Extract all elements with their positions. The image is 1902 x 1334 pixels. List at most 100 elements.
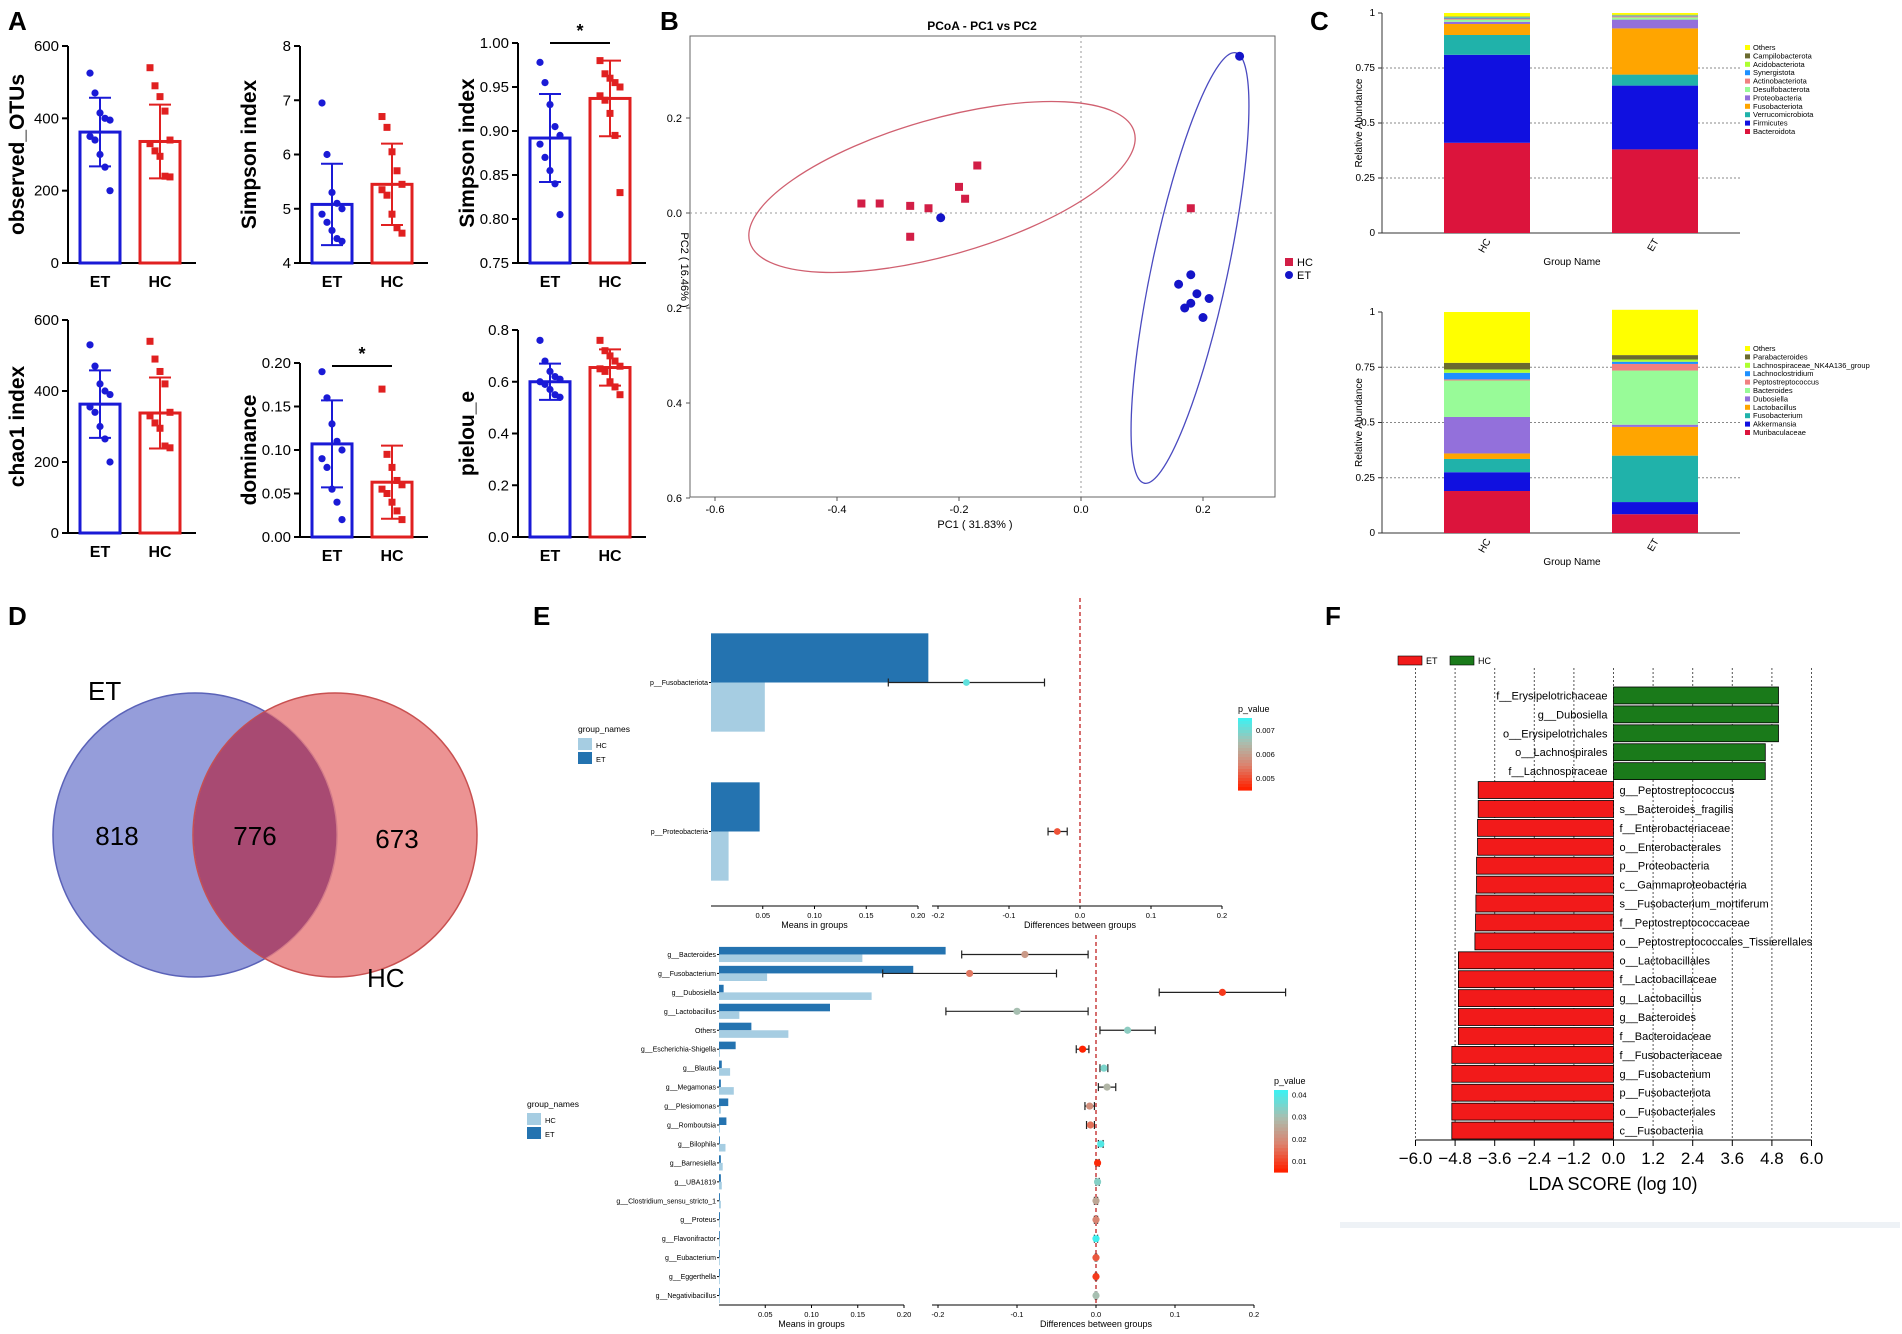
stamp-diff-point (966, 969, 974, 978)
stamp-right-x-label: Differences between groups (1024, 920, 1136, 930)
alpha-x-tick-label: ET (540, 274, 561, 291)
alpha-x-tick-label: HC (598, 548, 622, 565)
lda-bar-label: g__Fusobacterium (1620, 1069, 1711, 1081)
stamp-colorbar-title: p_value (1274, 1076, 1306, 1086)
stamp-bar-et (711, 782, 760, 832)
alpha-point-hc (606, 378, 614, 386)
alpha-point-hc (156, 93, 164, 101)
alpha-point-et (338, 516, 346, 524)
alpha-y-tick-label: 8 (283, 38, 291, 55)
stamp-colorbar-segment (1274, 1120, 1288, 1125)
stack-segment (1612, 502, 1698, 515)
alpha-point-hc (388, 148, 396, 156)
alpha-point-et (323, 394, 331, 402)
stamp-left-tick-label: 0.05 (758, 1310, 773, 1319)
lda-bar-label: o__Lachnospirales (1515, 747, 1608, 759)
stamp-category-label: g__Bilophila (678, 1141, 716, 1148)
stack-segment (1444, 380, 1530, 417)
stack-y-tick-label: 0 (1369, 528, 1375, 539)
alpha-point-et (323, 218, 331, 226)
alpha-point-et (556, 211, 564, 219)
stamp-bar-et (719, 1079, 721, 1088)
alpha-diversity-panel: 0 200 400 600 observed_OTUs ET HC 4 5 6 7 8 Simpson … (6, 21, 646, 565)
stack-segment (1444, 24, 1530, 35)
pcoa-y-label: PC2 ( 16.46% ) (678, 232, 690, 307)
stamp-category-label: g__Bacteroides (667, 952, 716, 959)
stack-legend-swatch (1745, 430, 1750, 435)
lda-bar-label: s__Bacteroides_fragilis (1620, 804, 1734, 816)
alpha-point-et (91, 408, 99, 416)
lda-bar-label: o__Fusobacteriales (1620, 1107, 1717, 1119)
stamp-bar-et (719, 1231, 720, 1239)
alpha-point-hc (596, 57, 604, 65)
pcoa-legend-label-hc: HC (1297, 257, 1313, 269)
lda-bar-label: p__Proteobacteria (1620, 861, 1711, 873)
pcoa-x-label: PC1 ( 31.83% ) (937, 519, 1012, 531)
venn-panel: ET HC 818 776 673 (52, 676, 478, 993)
lda-bar-et (1476, 875, 1614, 894)
alpha-point-hc (146, 64, 154, 72)
stack-legend-label: Bacteroidota (1753, 127, 1796, 136)
alpha-y-tick-label: 0.2 (488, 477, 509, 494)
stamp-colorbar-segment (1238, 772, 1252, 776)
alpha-point-hc (596, 336, 604, 344)
alpha-point-et (106, 458, 114, 466)
alpha-point-et (333, 437, 341, 445)
alpha-point-hc (596, 92, 604, 100)
stamp-colorbar-segment (1274, 1100, 1288, 1105)
panel-label-a: A (8, 6, 27, 36)
alpha-y-tick-label: 0.80 (480, 211, 509, 228)
lda-bar-label: f__Erysipelotrichaceae (1496, 690, 1607, 702)
stamp-bar-hc (719, 1106, 721, 1114)
stamp-left-tick-label: 0.15 (850, 1310, 865, 1319)
stamp-category-label: Others (695, 1028, 717, 1035)
stack-y-tick-label: 0.5 (1361, 118, 1375, 129)
alpha-point-et (101, 387, 109, 395)
stack-legend-label: Akkermansia (1753, 420, 1797, 429)
stamp-left-tick-label: 0.10 (807, 911, 822, 920)
alpha-y-tick-label: 0.90 (480, 123, 509, 140)
stamp-left-x-label: Means in groups (781, 920, 848, 930)
lda-bar-label: o__Peptostreptococcales_Tissierellales (1620, 936, 1813, 948)
alpha-point-et (86, 403, 94, 411)
stack-legend-label: Muribaculaceae (1753, 428, 1806, 437)
alpha-point-et (86, 132, 94, 141)
stack-legend-swatch (1745, 78, 1750, 84)
stack-segment (1612, 424, 1698, 427)
stack-x-tick-label: ET (1646, 537, 1662, 554)
stack-segment (1444, 312, 1530, 363)
stack-legend-label: Lactobacillus (1753, 403, 1797, 412)
stamp-phylum-panel: 0.05 0.10 0.15 0.20 -0.2 -0.1 0.0 0.1 0.2 Means i… (578, 598, 1275, 930)
alpha-y-tick-label: 600 (34, 312, 59, 329)
stamp-category-label: g__Flavonifractor (662, 1236, 717, 1243)
alpha-plot-2: 0.75 0.80 0.85 0.90 0.95 1.00 Simpson index ET H… (456, 21, 646, 291)
stack-segment (1444, 453, 1530, 459)
pcoa-point-et (936, 213, 946, 223)
stack-segment (1612, 426, 1698, 456)
alpha-point-hc (151, 147, 159, 155)
alpha-y-label: Simpson index (238, 80, 261, 230)
stamp-legend-label-hc: HC (545, 1116, 556, 1125)
alpha-point-hc (616, 189, 624, 197)
alpha-point-hc (606, 74, 614, 82)
stamp-right-tick-label: -0.1 (1003, 911, 1016, 920)
stamp-colorbar-segment (1238, 736, 1252, 740)
alpha-point-et (338, 446, 346, 454)
lda-x-tick-label: 2.4 (1681, 1149, 1705, 1168)
stack-segment (1444, 35, 1530, 55)
stamp-colorbar-segment (1238, 766, 1252, 770)
stamp-colorbar-tick-label: 0.005 (1256, 774, 1275, 783)
stamp-right-tick-label: 0.2 (1249, 1310, 1259, 1319)
stack-x-tick-label: HC (1477, 537, 1494, 555)
pcoa-point-hc (875, 199, 884, 208)
stamp-bar-et (711, 633, 929, 683)
stack-legend-label: Campilobacterota (1753, 51, 1813, 60)
lda-bar-et (1451, 1121, 1614, 1140)
stack-x-tick-label: ET (1646, 237, 1662, 254)
stamp-bar-hc (719, 1143, 726, 1152)
alpha-point-et (318, 368, 326, 376)
stack-x-label: Group Name (1543, 557, 1601, 568)
alpha-point-et (328, 188, 336, 197)
stamp-left-x-label: Means in groups (778, 1319, 845, 1329)
alpha-point-hc (606, 352, 614, 360)
